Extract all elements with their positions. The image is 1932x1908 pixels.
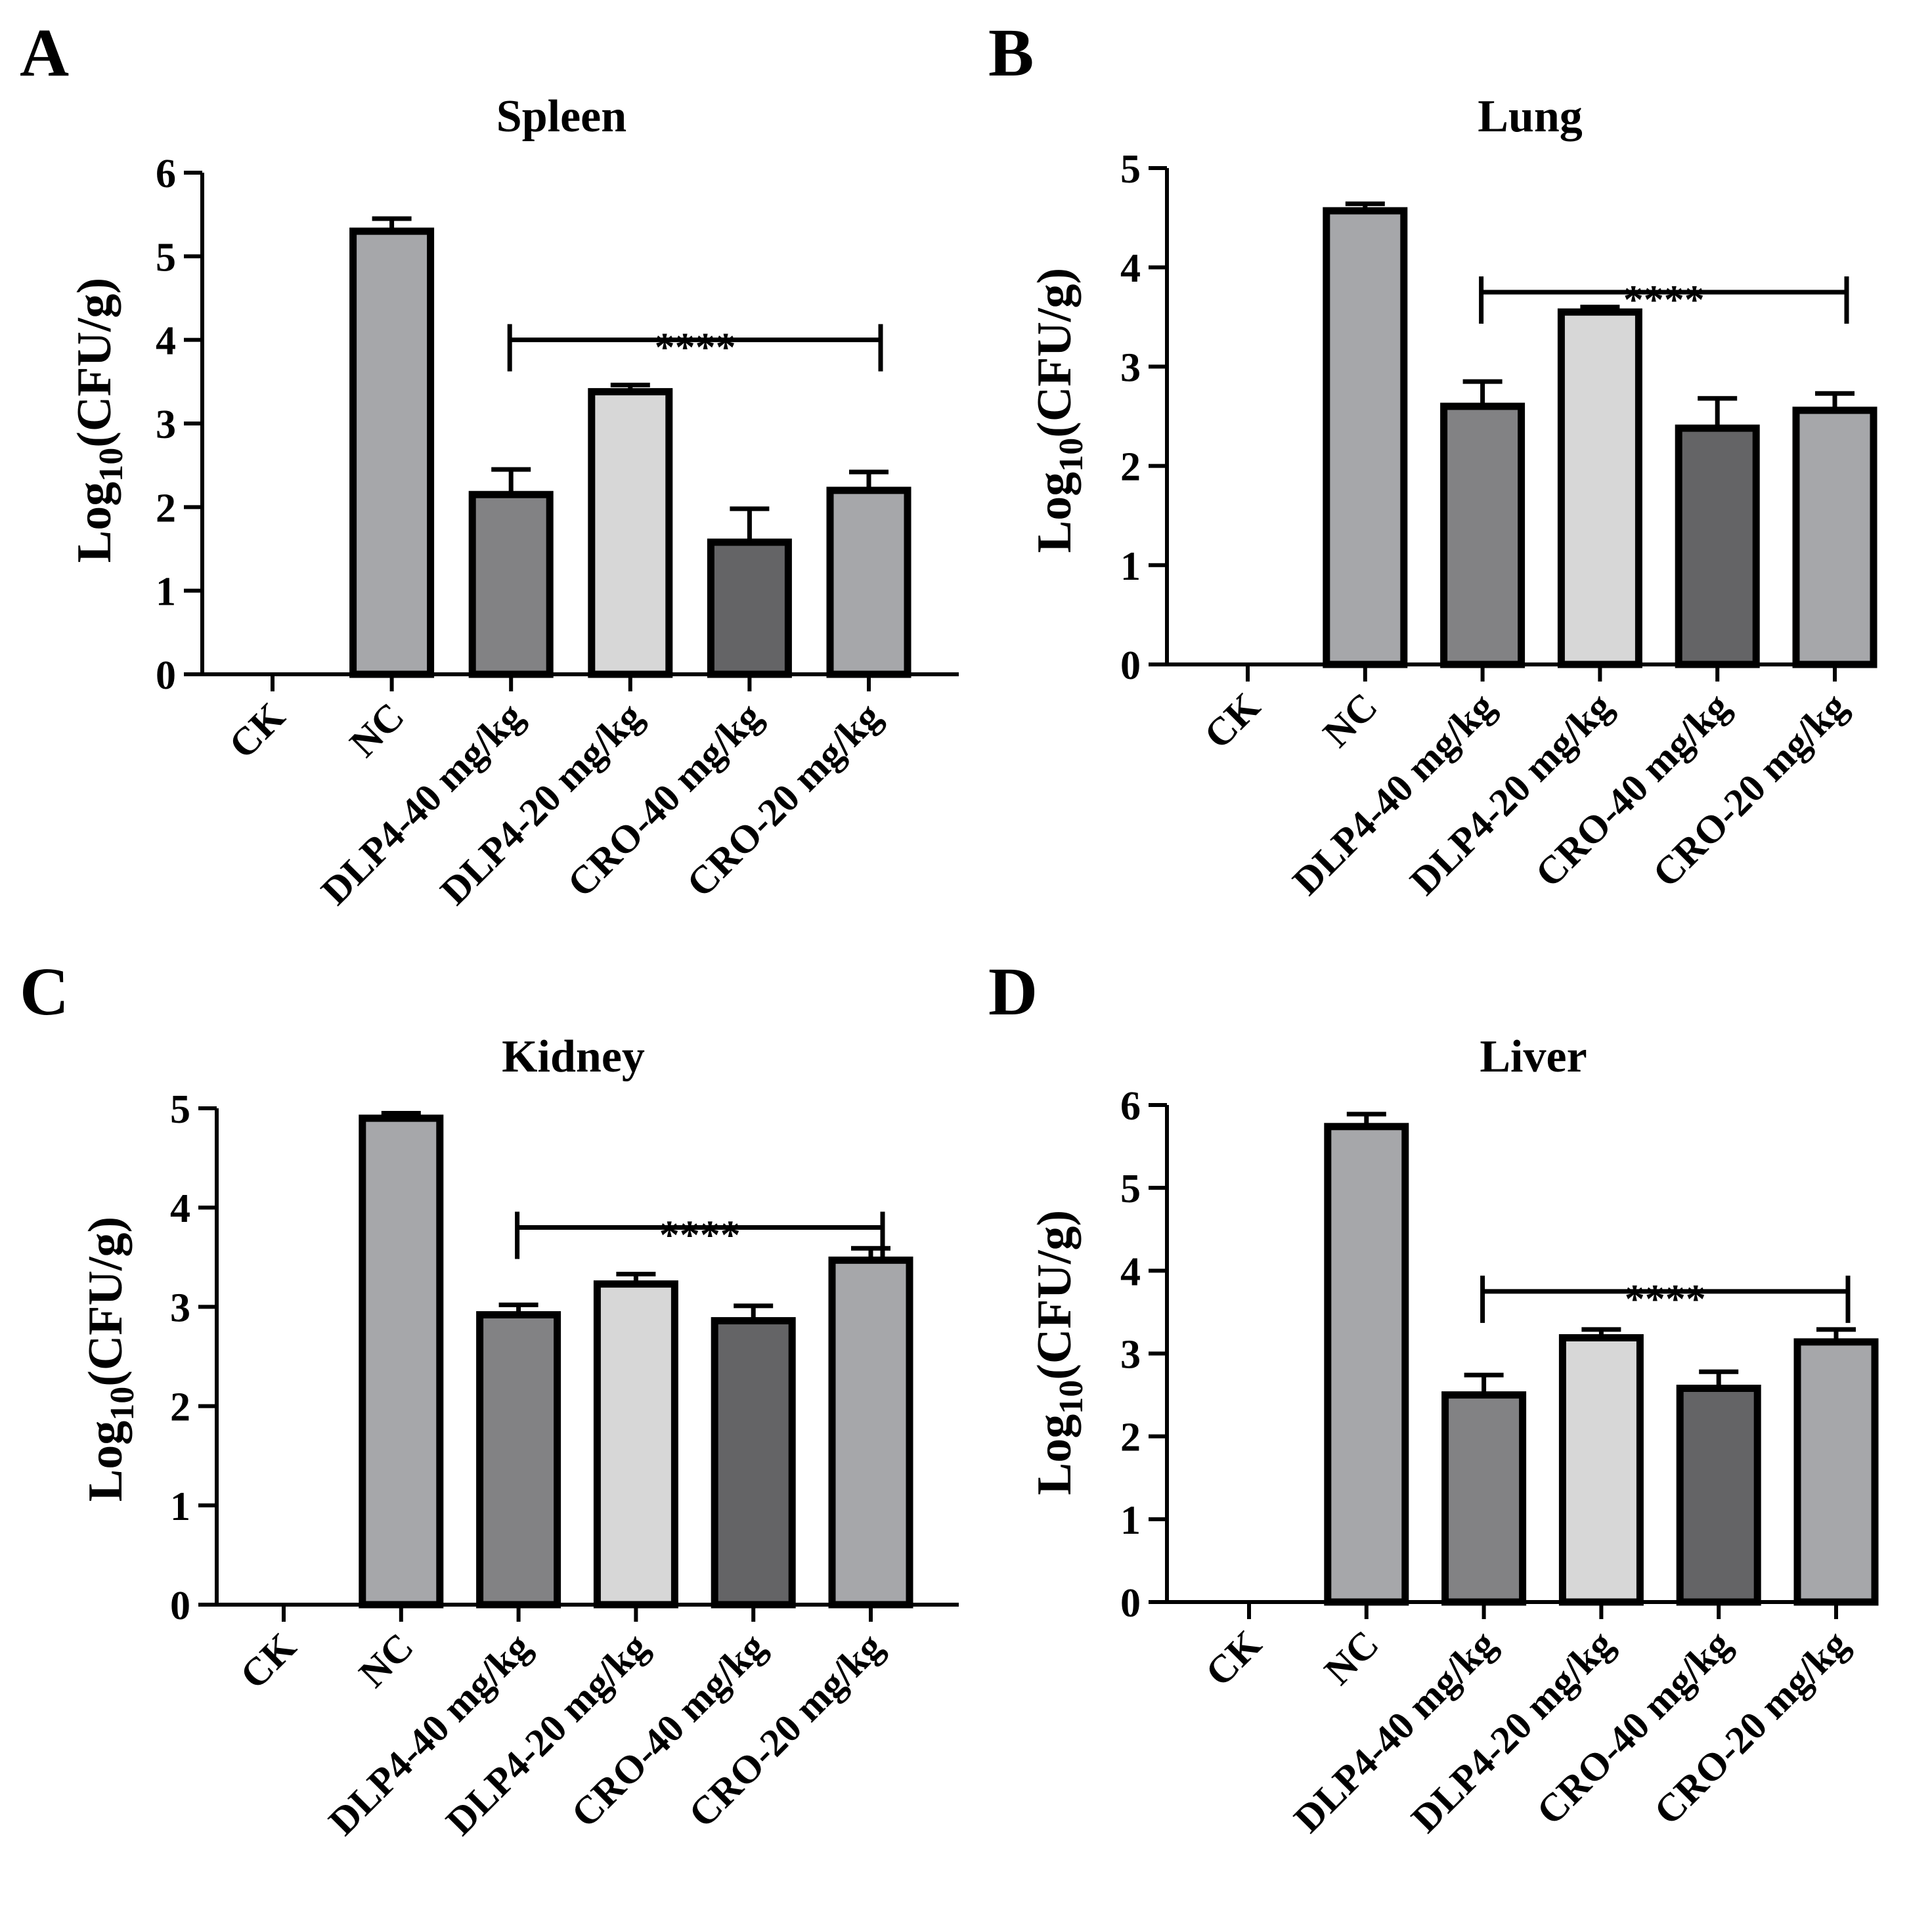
y-tick-label: 1 bbox=[156, 570, 176, 615]
x-tick-label: DLP4-20 mg/kg bbox=[1402, 685, 1621, 903]
significance-label: **** bbox=[655, 326, 736, 370]
y-axis-label-main: Log bbox=[1028, 1414, 1082, 1495]
x-tick-label: NC bbox=[1316, 1622, 1387, 1693]
y-axis-label: Log10(CFU/g) bbox=[1028, 268, 1090, 553]
y-tick-label: 2 bbox=[170, 1385, 190, 1430]
bar bbox=[349, 227, 435, 678]
bar bbox=[468, 490, 554, 678]
bar bbox=[1792, 406, 1877, 668]
x-tick-label: DLP4-20 mg/kg bbox=[432, 695, 651, 913]
y-axis-label: Log10(CFU/g) bbox=[79, 1217, 141, 1502]
panel-letter: A bbox=[20, 15, 69, 91]
y-tick-label: 3 bbox=[1120, 1333, 1141, 1377]
y-tick-label: 0 bbox=[170, 1584, 190, 1628]
y-axis-label-unit: (CFU/g) bbox=[1028, 268, 1082, 438]
chart-title: Spleen bbox=[496, 91, 626, 142]
significance-label: **** bbox=[1625, 1277, 1706, 1322]
y-tick-label: 3 bbox=[156, 402, 176, 447]
bar bbox=[1675, 424, 1760, 668]
y-axis-label-unit: (CFU/g) bbox=[1028, 1210, 1082, 1380]
y-tick-label: 0 bbox=[1120, 1581, 1141, 1626]
y-tick-label: 4 bbox=[1120, 246, 1141, 291]
y-tick-label: 5 bbox=[1120, 1167, 1141, 1211]
y-axis-label-unit: (CFU/g) bbox=[79, 1217, 133, 1387]
bar bbox=[588, 388, 673, 678]
x-tick-label: NC bbox=[1315, 685, 1386, 756]
chart-title: Kidney bbox=[502, 1031, 645, 1082]
y-tick-label: 1 bbox=[1120, 544, 1141, 589]
x-tick-label: DLP4-40 mg/kg bbox=[313, 695, 531, 913]
bar bbox=[1793, 1338, 1879, 1606]
x-tick-label: NC bbox=[351, 1625, 422, 1696]
y-axis-label-main: Log bbox=[79, 1421, 133, 1502]
y-axis-label-main: Log bbox=[68, 482, 121, 563]
y-tick-label: 4 bbox=[1120, 1249, 1141, 1294]
significance-label: **** bbox=[1623, 278, 1705, 322]
chart-title: Lung bbox=[1478, 91, 1583, 142]
x-tick-label: CK bbox=[1197, 1622, 1270, 1695]
x-tick-label: DLP4-40 mg/kg bbox=[320, 1625, 539, 1844]
y-tick-label: 0 bbox=[1120, 643, 1141, 688]
bar bbox=[593, 1280, 678, 1609]
bar bbox=[476, 1311, 561, 1609]
x-tick-label: DLP4-20 mg/kg bbox=[438, 1625, 657, 1844]
significance-label: **** bbox=[659, 1213, 741, 1257]
panel-letter: C bbox=[20, 954, 69, 1030]
y-tick-label: 6 bbox=[156, 152, 176, 196]
y-axis-label: Log10(CFU/g) bbox=[68, 278, 130, 563]
panel-letter: D bbox=[988, 954, 1038, 1030]
y-axis-label-subscript: 10 bbox=[1053, 438, 1090, 472]
bar bbox=[1557, 308, 1642, 668]
y-axis-label-unit: (CFU/g) bbox=[68, 278, 121, 448]
x-tick-label: NC bbox=[341, 695, 412, 766]
chart-title: Liver bbox=[1480, 1031, 1587, 1082]
bar bbox=[1676, 1384, 1761, 1606]
y-tick-label: 5 bbox=[170, 1087, 190, 1132]
y-tick-label: 4 bbox=[156, 319, 176, 364]
y-axis-label-subscript: 10 bbox=[1053, 1380, 1090, 1414]
y-axis-label-subscript: 10 bbox=[104, 1387, 141, 1421]
y-tick-label: 3 bbox=[170, 1286, 190, 1330]
y-axis-label: Log10(CFU/g) bbox=[1028, 1210, 1090, 1495]
x-tick-label: DLP4-20 mg/kg bbox=[1403, 1622, 1622, 1841]
bar bbox=[711, 1317, 796, 1609]
panel-letter: B bbox=[988, 15, 1034, 91]
bar bbox=[359, 1114, 444, 1609]
y-tick-label: 0 bbox=[156, 653, 176, 698]
bar bbox=[1440, 402, 1526, 668]
y-tick-label: 1 bbox=[1120, 1498, 1141, 1543]
y-axis-label-main: Log bbox=[1028, 472, 1082, 553]
bar bbox=[1323, 207, 1408, 668]
y-tick-label: 6 bbox=[1120, 1084, 1141, 1129]
y-tick-label: 4 bbox=[170, 1186, 190, 1231]
y-tick-label: 3 bbox=[1120, 345, 1141, 390]
x-tick-label: CK bbox=[1196, 684, 1269, 757]
bar bbox=[707, 538, 792, 678]
bar bbox=[1558, 1334, 1644, 1606]
y-axis-label-subscript: 10 bbox=[93, 448, 130, 482]
bar bbox=[828, 1256, 913, 1609]
x-tick-label: CK bbox=[232, 1624, 305, 1697]
bar bbox=[1324, 1123, 1409, 1606]
y-tick-label: 2 bbox=[156, 486, 176, 531]
bar bbox=[826, 487, 911, 678]
x-tick-label: CK bbox=[221, 694, 294, 767]
y-tick-label: 5 bbox=[1120, 147, 1141, 192]
y-tick-label: 2 bbox=[1120, 1416, 1141, 1460]
x-tick-label: DLP4-40 mg/kg bbox=[1284, 685, 1503, 903]
bar bbox=[1441, 1391, 1527, 1606]
y-tick-label: 1 bbox=[170, 1485, 190, 1529]
x-tick-label: DLP4-40 mg/kg bbox=[1286, 1622, 1504, 1841]
y-tick-label: 5 bbox=[156, 235, 176, 280]
y-tick-label: 2 bbox=[1120, 445, 1141, 490]
